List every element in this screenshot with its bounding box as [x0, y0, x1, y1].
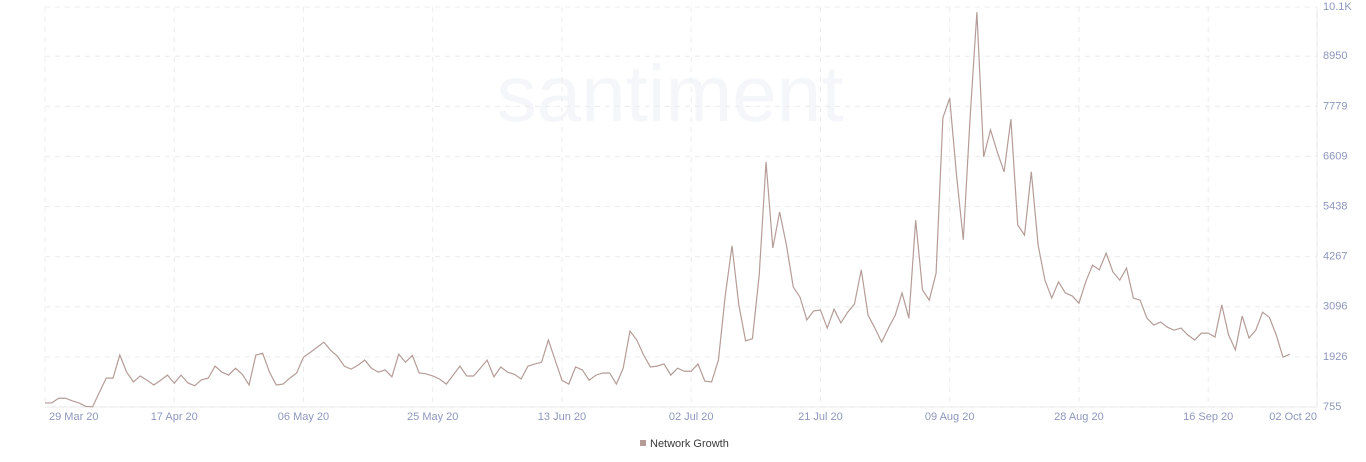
x-tick-label: 09 Aug 20: [925, 411, 975, 423]
x-tick-label: 06 May 20: [278, 411, 329, 423]
y-tick-label: 5438: [1323, 200, 1347, 212]
x-tick-label: 29 Mar 20: [49, 411, 99, 423]
y-tick-label: 7779: [1323, 100, 1347, 112]
y-tick-label: 1926: [1323, 351, 1347, 363]
y-tick-label: 8950: [1323, 50, 1347, 62]
y-tick-label: 755: [1323, 401, 1341, 413]
y-tick-label: 4267: [1323, 251, 1347, 263]
y-tick-label: 3096: [1323, 301, 1347, 313]
series-line: [45, 12, 1291, 408]
x-tick-label: 16 Sep 20: [1183, 411, 1233, 423]
x-tick-label: 25 May 20: [407, 411, 458, 423]
x-tick-label: 17 Apr 20: [151, 411, 198, 423]
y-tick-label: 6609: [1323, 150, 1347, 162]
legend-swatch: [640, 440, 646, 446]
x-tick-label: 02 Oct 20: [1269, 411, 1317, 423]
x-tick-label: 02 Jul 20: [669, 411, 714, 423]
x-tick-label: 21 Jul 20: [798, 411, 843, 423]
y-tick-label: 10.1K: [1323, 1, 1352, 13]
x-tick-label: 28 Aug 20: [1054, 411, 1104, 423]
watermark: santiment: [497, 49, 844, 138]
legend-label: Network Growth: [650, 438, 729, 450]
x-tick-label: 13 Jun 20: [538, 411, 586, 423]
